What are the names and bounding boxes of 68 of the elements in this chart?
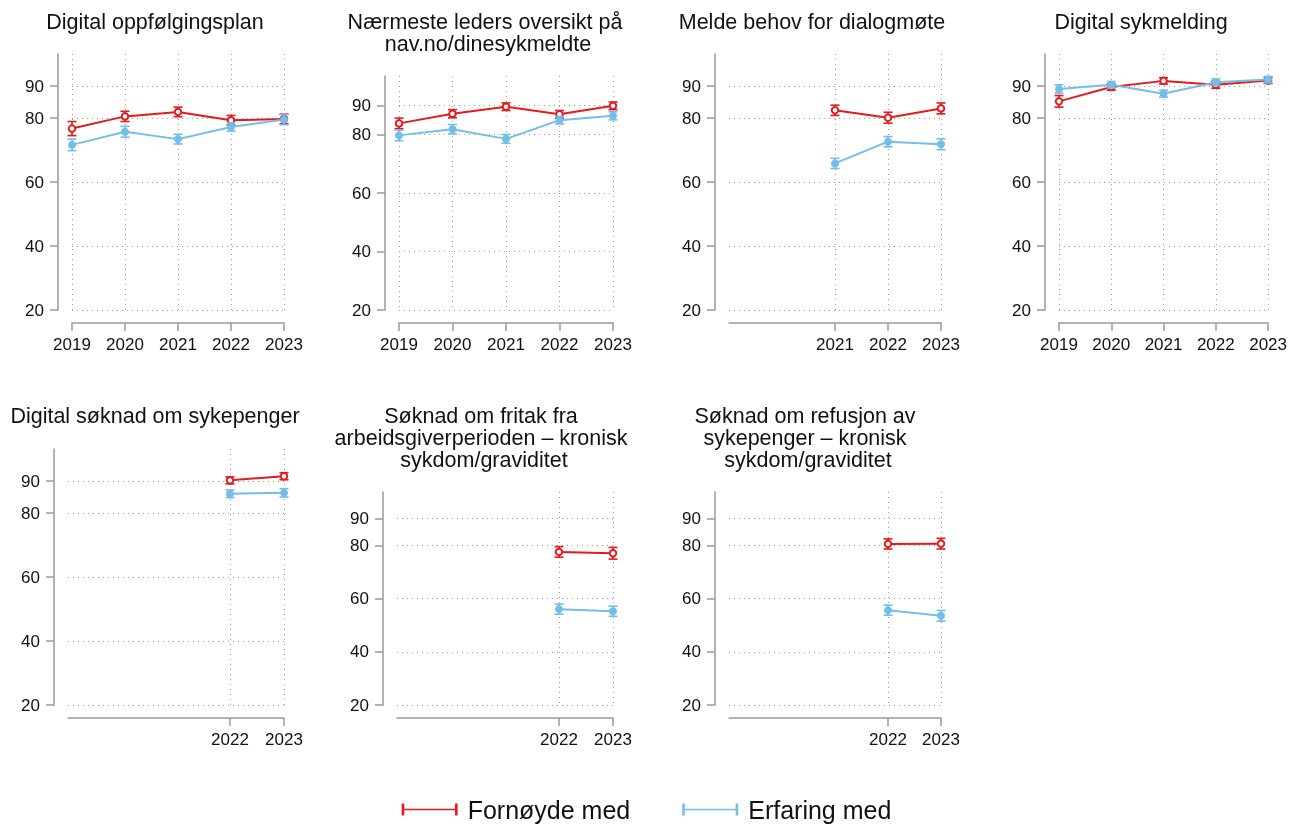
x-tick-label: 2020 — [433, 335, 472, 354]
x-tick-label: 2023 — [594, 335, 632, 354]
y-tick-label: 90 — [350, 509, 369, 529]
y-tick-label: 40 — [350, 642, 369, 662]
y-tick-label: 20 — [682, 300, 701, 320]
y-tick-label: 60 — [25, 172, 44, 192]
chart-title: Melde behov for dialogmøte — [678, 10, 946, 34]
y-tick-label: 80 — [352, 125, 371, 144]
x-tick-label: 2021 — [816, 335, 854, 354]
chart-title: Nærmeste leders oversikt på nav.no/dinesykmeldte — [347, 10, 629, 56]
y-tick-label: 40 — [1012, 236, 1031, 256]
x-tick-label: 2022 — [869, 335, 907, 354]
y-tick-label: 40 — [25, 236, 44, 256]
chart-title: Digital sykmelding — [1054, 10, 1228, 34]
y-tick-label: 60 — [682, 589, 701, 608]
chart-title: Digital søknad om sykepenger — [10, 404, 300, 428]
y-tick-label: 90 — [21, 471, 40, 491]
x-tick-label: 2020 — [106, 335, 144, 354]
y-tick-label: 40 — [682, 236, 701, 256]
x-tick-label: 2023 — [1249, 335, 1287, 354]
x-tick-label: 2021 — [487, 335, 525, 354]
y-tick-label: 20 — [350, 695, 369, 715]
legend-label: Fornøyde med — [467, 795, 631, 824]
x-tick-label: 2021 — [159, 335, 197, 354]
y-tick-label: 90 — [1012, 76, 1031, 96]
y-tick-label: 90 — [25, 76, 44, 96]
x-tick-label: 2022 — [869, 730, 907, 749]
x-tick-label: 2021 — [1144, 335, 1183, 354]
y-tick-label: 60 — [682, 172, 701, 192]
y-tick-label: 20 — [1012, 300, 1031, 320]
y-tick-label: 20 — [25, 300, 44, 320]
y-tick-label: 80 — [25, 108, 44, 128]
chart-title: Digital oppfølgingsplan — [46, 10, 264, 34]
chart-title: Søknad om refusjon av sykepenger – kronisk sykdom/graviditet — [694, 404, 922, 472]
x-tick-label: 2022 — [540, 730, 578, 749]
y-tick-label: 90 — [682, 76, 701, 96]
y-tick-label: 90 — [352, 95, 371, 115]
y-tick-label: 40 — [21, 631, 40, 651]
y-tick-label: 60 — [1012, 172, 1031, 192]
y-tick-label: 40 — [682, 642, 701, 662]
y-tick-label: 20 — [21, 695, 40, 715]
x-tick-label: 2022 — [540, 335, 579, 354]
y-tick-label: 60 — [350, 589, 369, 608]
y-tick-label: 80 — [21, 503, 40, 523]
x-tick-label: 2023 — [922, 335, 960, 354]
y-tick-label: 90 — [682, 509, 701, 529]
y-tick-label: 80 — [1012, 108, 1031, 128]
x-tick-label: 2023 — [265, 730, 303, 749]
y-tick-label: 40 — [352, 242, 371, 261]
x-tick-label: 2022 — [211, 730, 249, 749]
legend-label: Erfaring med — [748, 795, 892, 824]
x-tick-label: 2019 — [1040, 335, 1078, 354]
y-tick-label: 80 — [682, 535, 701, 555]
x-tick-label: 2022 — [1196, 335, 1235, 354]
x-tick-label: 2020 — [1092, 335, 1131, 354]
x-tick-label: 2019 — [380, 335, 418, 354]
y-tick-label: 20 — [682, 695, 701, 715]
chart-title: Søknad om fritak fra arbeidsgiverperioden – kronisk sykdom/graviditet — [334, 404, 634, 472]
x-tick-label: 2023 — [265, 335, 303, 354]
y-tick-label: 60 — [352, 183, 371, 203]
y-tick-label: 20 — [352, 300, 371, 320]
y-tick-label: 60 — [21, 567, 40, 587]
y-tick-label: 80 — [682, 108, 701, 128]
x-tick-label: 2023 — [922, 730, 960, 749]
x-tick-label: 2023 — [594, 730, 632, 749]
x-tick-label: 2019 — [53, 335, 91, 354]
x-tick-label: 2022 — [212, 335, 250, 354]
y-tick-label: 80 — [350, 535, 369, 555]
